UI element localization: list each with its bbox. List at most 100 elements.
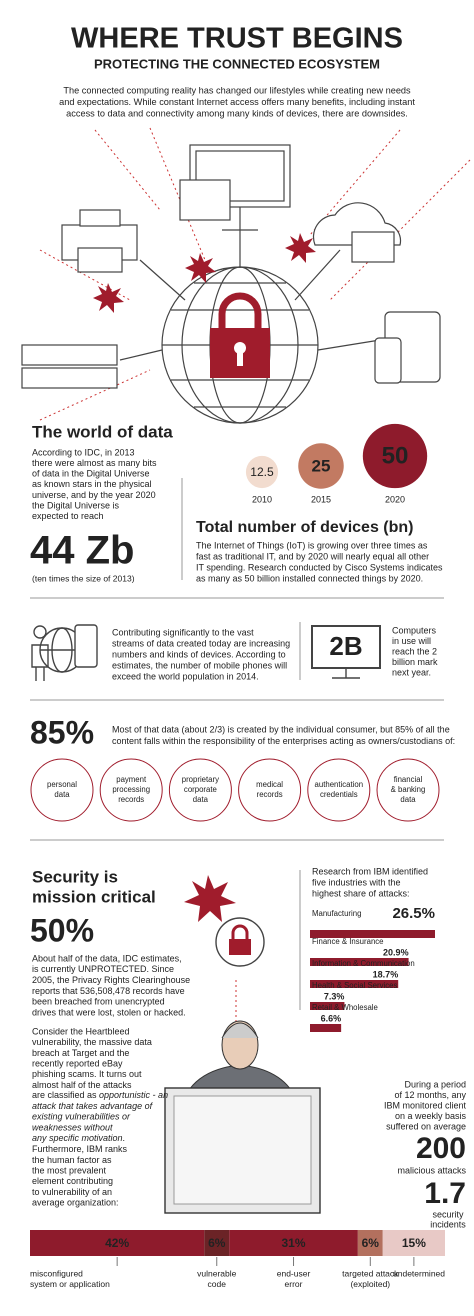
item-label: authentication [315,780,364,789]
bar-category: Health & Social Services [312,981,397,990]
text-run: opportunistic - an [99,1091,168,1101]
figure-label: incidents [430,1219,466,1229]
paragraph-line: IT spending. Research conducted by Cisco… [196,562,443,572]
section-title: Total number of devices (bn) [196,519,414,536]
big-figure: 1.7 [424,1177,466,1210]
paragraph-line: IBM monitored client [384,1100,467,1110]
item-circle [238,758,302,822]
paragraph-line: The Internet of Things (IoT) is growing … [196,540,428,550]
paragraph-line: as many as 50 billion installed connecte… [196,573,423,583]
bar-category: Information & Communication [312,959,415,968]
paragraph-line: breach at Target and the [32,1048,129,1058]
segment-category: system or application [30,1279,110,1289]
paragraph-line: phishing scams. It turns out [32,1069,142,1079]
paragraph-line: expected to reach [32,511,104,521]
text-run: weaknesses without [32,1123,113,1133]
paragraph-line: in use will [392,636,431,646]
note: (ten times the size of 2013) [32,573,135,583]
paragraph-line: next year. [392,667,431,677]
paragraph-line: almost half of the attacks [32,1080,132,1090]
paragraph-line: Contributing significantly to the vast [112,627,254,637]
big-figure: 200 [416,1132,466,1165]
figure-label: security [432,1209,464,1219]
segment-category: misconfigured [30,1268,83,1278]
item-circle [307,758,371,822]
highlight-line: reports that 536,508,478 records have [32,986,185,996]
big-figure: 2B [329,631,362,661]
highlight-line: been breached from unencrypted [32,997,165,1007]
bar-value: 7.3% [324,991,345,1001]
paragraph-line: Computers [392,625,437,635]
paragraph-line: content falls within the responsibility … [112,736,455,746]
paragraph-line: reach the 2 [392,646,437,656]
item-label: data [54,790,70,799]
person-illustration [164,875,321,1214]
paragraph-line: vulnerability, the massive data [32,1037,152,1047]
year-label: 2015 [311,494,331,504]
paragraph-line: the human factor as [32,1155,112,1165]
bubble-label: 50 [382,442,409,469]
bar-category: Retail & Wholesale [312,1003,378,1012]
item-label: financial [394,775,423,784]
segment-label: 15% [402,1236,426,1250]
item-label: processing [112,785,150,794]
item-circle [168,758,232,822]
section-title: mission critical [32,887,156,906]
paragraph-line: any specific motivation. [32,1133,125,1143]
bar-value: 6.6% [321,1013,342,1023]
item-label: personal [47,780,77,789]
paragraph-line: exceed the world population in 2014. [112,671,259,681]
paragraph-line: of 12 months, any [394,1090,466,1100]
paragraph-line: billion mark [392,657,438,667]
paragraph-line: highest share of attacks: [312,888,410,898]
stacked-segment [30,1230,205,1256]
paragraph-line: five industries with the [312,877,401,887]
dividers [30,478,444,1010]
item-label: data [193,795,209,804]
paragraph-line: According to IDC, in 2013 [32,447,135,457]
text-run: existing vulnerabilities or [32,1112,131,1122]
segment-category: targeted attack [342,1268,399,1278]
paragraph-line: on a weekly basis [395,1111,467,1121]
item-label: records [118,795,144,804]
segment-category: end-user [277,1268,311,1278]
paragraph-line: numbers and kinds of devices. According … [112,649,286,659]
bar-value: 26.5% [392,905,435,922]
big-figure: 44 Zb [30,529,134,573]
bar-value: 18.7% [373,969,399,979]
year-label: 2020 [385,494,405,504]
paragraph-line: attack that takes advantage of [32,1101,154,1111]
bubble-label: 25 [312,457,331,476]
segment-category: error [285,1279,303,1289]
bar [310,980,399,988]
bar [310,1002,345,1010]
segment-category: (exploited) [350,1279,390,1289]
paragraph-line: Furthermore, IBM ranks [32,1144,128,1154]
bar-category: Finance & Insurance [312,937,384,946]
bar-category: Manufacturing [312,909,361,918]
segment-label: 42% [105,1236,129,1250]
item-label: data [400,795,416,804]
paragraph-line: to vulnerability of an [32,1187,112,1197]
paragraph-line: of data in the Digital Universe [32,469,150,479]
item-label: payment [116,775,147,784]
paragraph-line: the Digital Universe is [32,500,120,510]
item-label: medical [256,780,283,789]
bar-value: 20.9% [383,947,409,957]
paragraph-line: Consider the Heartbleed [32,1026,130,1036]
highlight-line: drives that were lost, stolen or hacked. [32,1007,186,1017]
stacked-segment [229,1230,358,1256]
paragraph-line: there were almost as many bits [32,458,157,468]
intro-line: The connected computing reality has chan… [63,85,411,95]
paragraph-line: element contributing [32,1176,113,1186]
paragraph-line: are classified as opportunistic - an [32,1091,168,1101]
bubble [362,423,428,489]
bubble [245,455,279,489]
stacked-segment [204,1230,230,1256]
big-figure: 50% [30,912,94,948]
paragraph-line: fast as traditional IT, and by 2020 will… [196,551,429,561]
segment-category: undetermined [393,1268,445,1278]
item-circle [376,758,440,822]
stacked-segment [382,1230,445,1256]
